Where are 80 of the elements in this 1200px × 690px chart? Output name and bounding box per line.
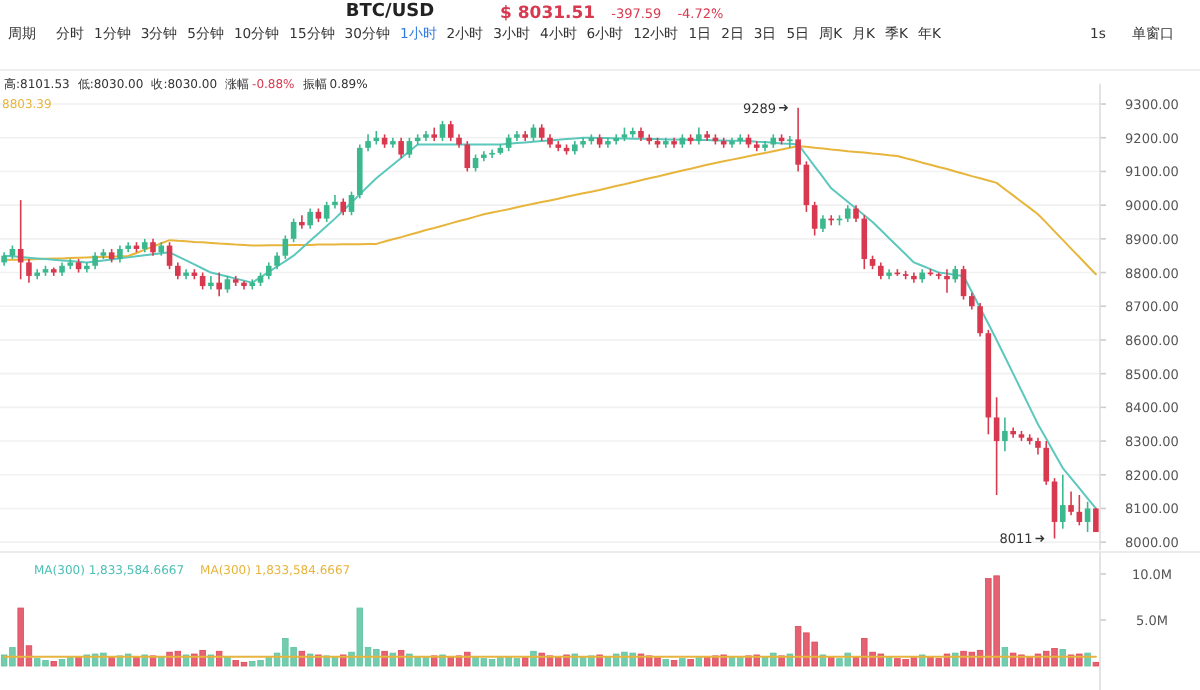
candlestick [26, 258, 32, 284]
candlestick [464, 140, 471, 173]
bar [58, 659, 66, 667]
bar [224, 656, 231, 667]
bar [679, 658, 686, 667]
bar [521, 657, 529, 667]
bar [133, 656, 140, 667]
bar [472, 656, 479, 667]
bar [985, 578, 992, 667]
text: $ 8031.51 [500, 4, 596, 24]
bar [42, 660, 49, 667]
candlestick [1059, 473, 1066, 530]
bar [497, 657, 504, 667]
bar [158, 656, 165, 667]
bar [356, 607, 363, 667]
candlestick [406, 136, 413, 159]
bar [794, 626, 802, 667]
candlestick [282, 234, 289, 260]
bar [670, 660, 678, 667]
candlestick [1002, 416, 1008, 452]
bar [894, 658, 901, 667]
bar [17, 607, 24, 667]
bar [604, 656, 612, 667]
bar [910, 657, 918, 667]
bar [737, 657, 744, 667]
candlestick [1068, 490, 1074, 517]
candlestick [356, 143, 363, 200]
candlestick [1084, 500, 1091, 533]
candlestick [1043, 440, 1050, 486]
bar [828, 656, 835, 667]
bar [447, 656, 454, 667]
bar [513, 658, 521, 667]
bar [927, 656, 934, 667]
bar [687, 659, 694, 667]
bar [579, 656, 587, 667]
candlestick [447, 120, 454, 142]
candlestick [307, 207, 313, 230]
candlestick [787, 135, 793, 149]
chart-title: BTC/USD [345, 2, 435, 22]
candlestick [944, 268, 950, 294]
bar [885, 657, 893, 667]
candlestick [208, 275, 214, 291]
candlestick [811, 200, 818, 237]
candlestick [795, 106, 801, 173]
bar [488, 659, 496, 667]
candlestick [993, 396, 1000, 496]
bar [50, 661, 57, 667]
candlestick [439, 120, 446, 142]
bar [861, 638, 868, 667]
candlestick [299, 214, 305, 230]
bar [257, 660, 264, 667]
bar [654, 657, 661, 667]
bar [414, 656, 421, 667]
candlestick [489, 148, 495, 159]
bar [695, 657, 703, 667]
bar [422, 657, 430, 667]
bar [232, 660, 239, 667]
bar [282, 638, 289, 667]
candlestick [398, 136, 404, 159]
bar [836, 658, 843, 667]
bar [935, 658, 942, 667]
candlestick [323, 200, 330, 223]
candlestick [216, 271, 222, 297]
bar [703, 656, 711, 667]
bar [803, 632, 810, 667]
bar [505, 656, 512, 667]
candlestick [348, 190, 355, 217]
bar [67, 657, 74, 667]
candlestick [861, 214, 868, 270]
candlestick [84, 261, 90, 274]
bar [249, 661, 256, 667]
bar [480, 658, 488, 667]
candlestick [332, 194, 338, 210]
bar [902, 659, 909, 667]
bar [993, 575, 1000, 667]
candlestick [290, 217, 297, 244]
bar [34, 658, 41, 667]
candlestick [977, 302, 983, 338]
bar [555, 656, 562, 667]
bar [662, 659, 669, 667]
